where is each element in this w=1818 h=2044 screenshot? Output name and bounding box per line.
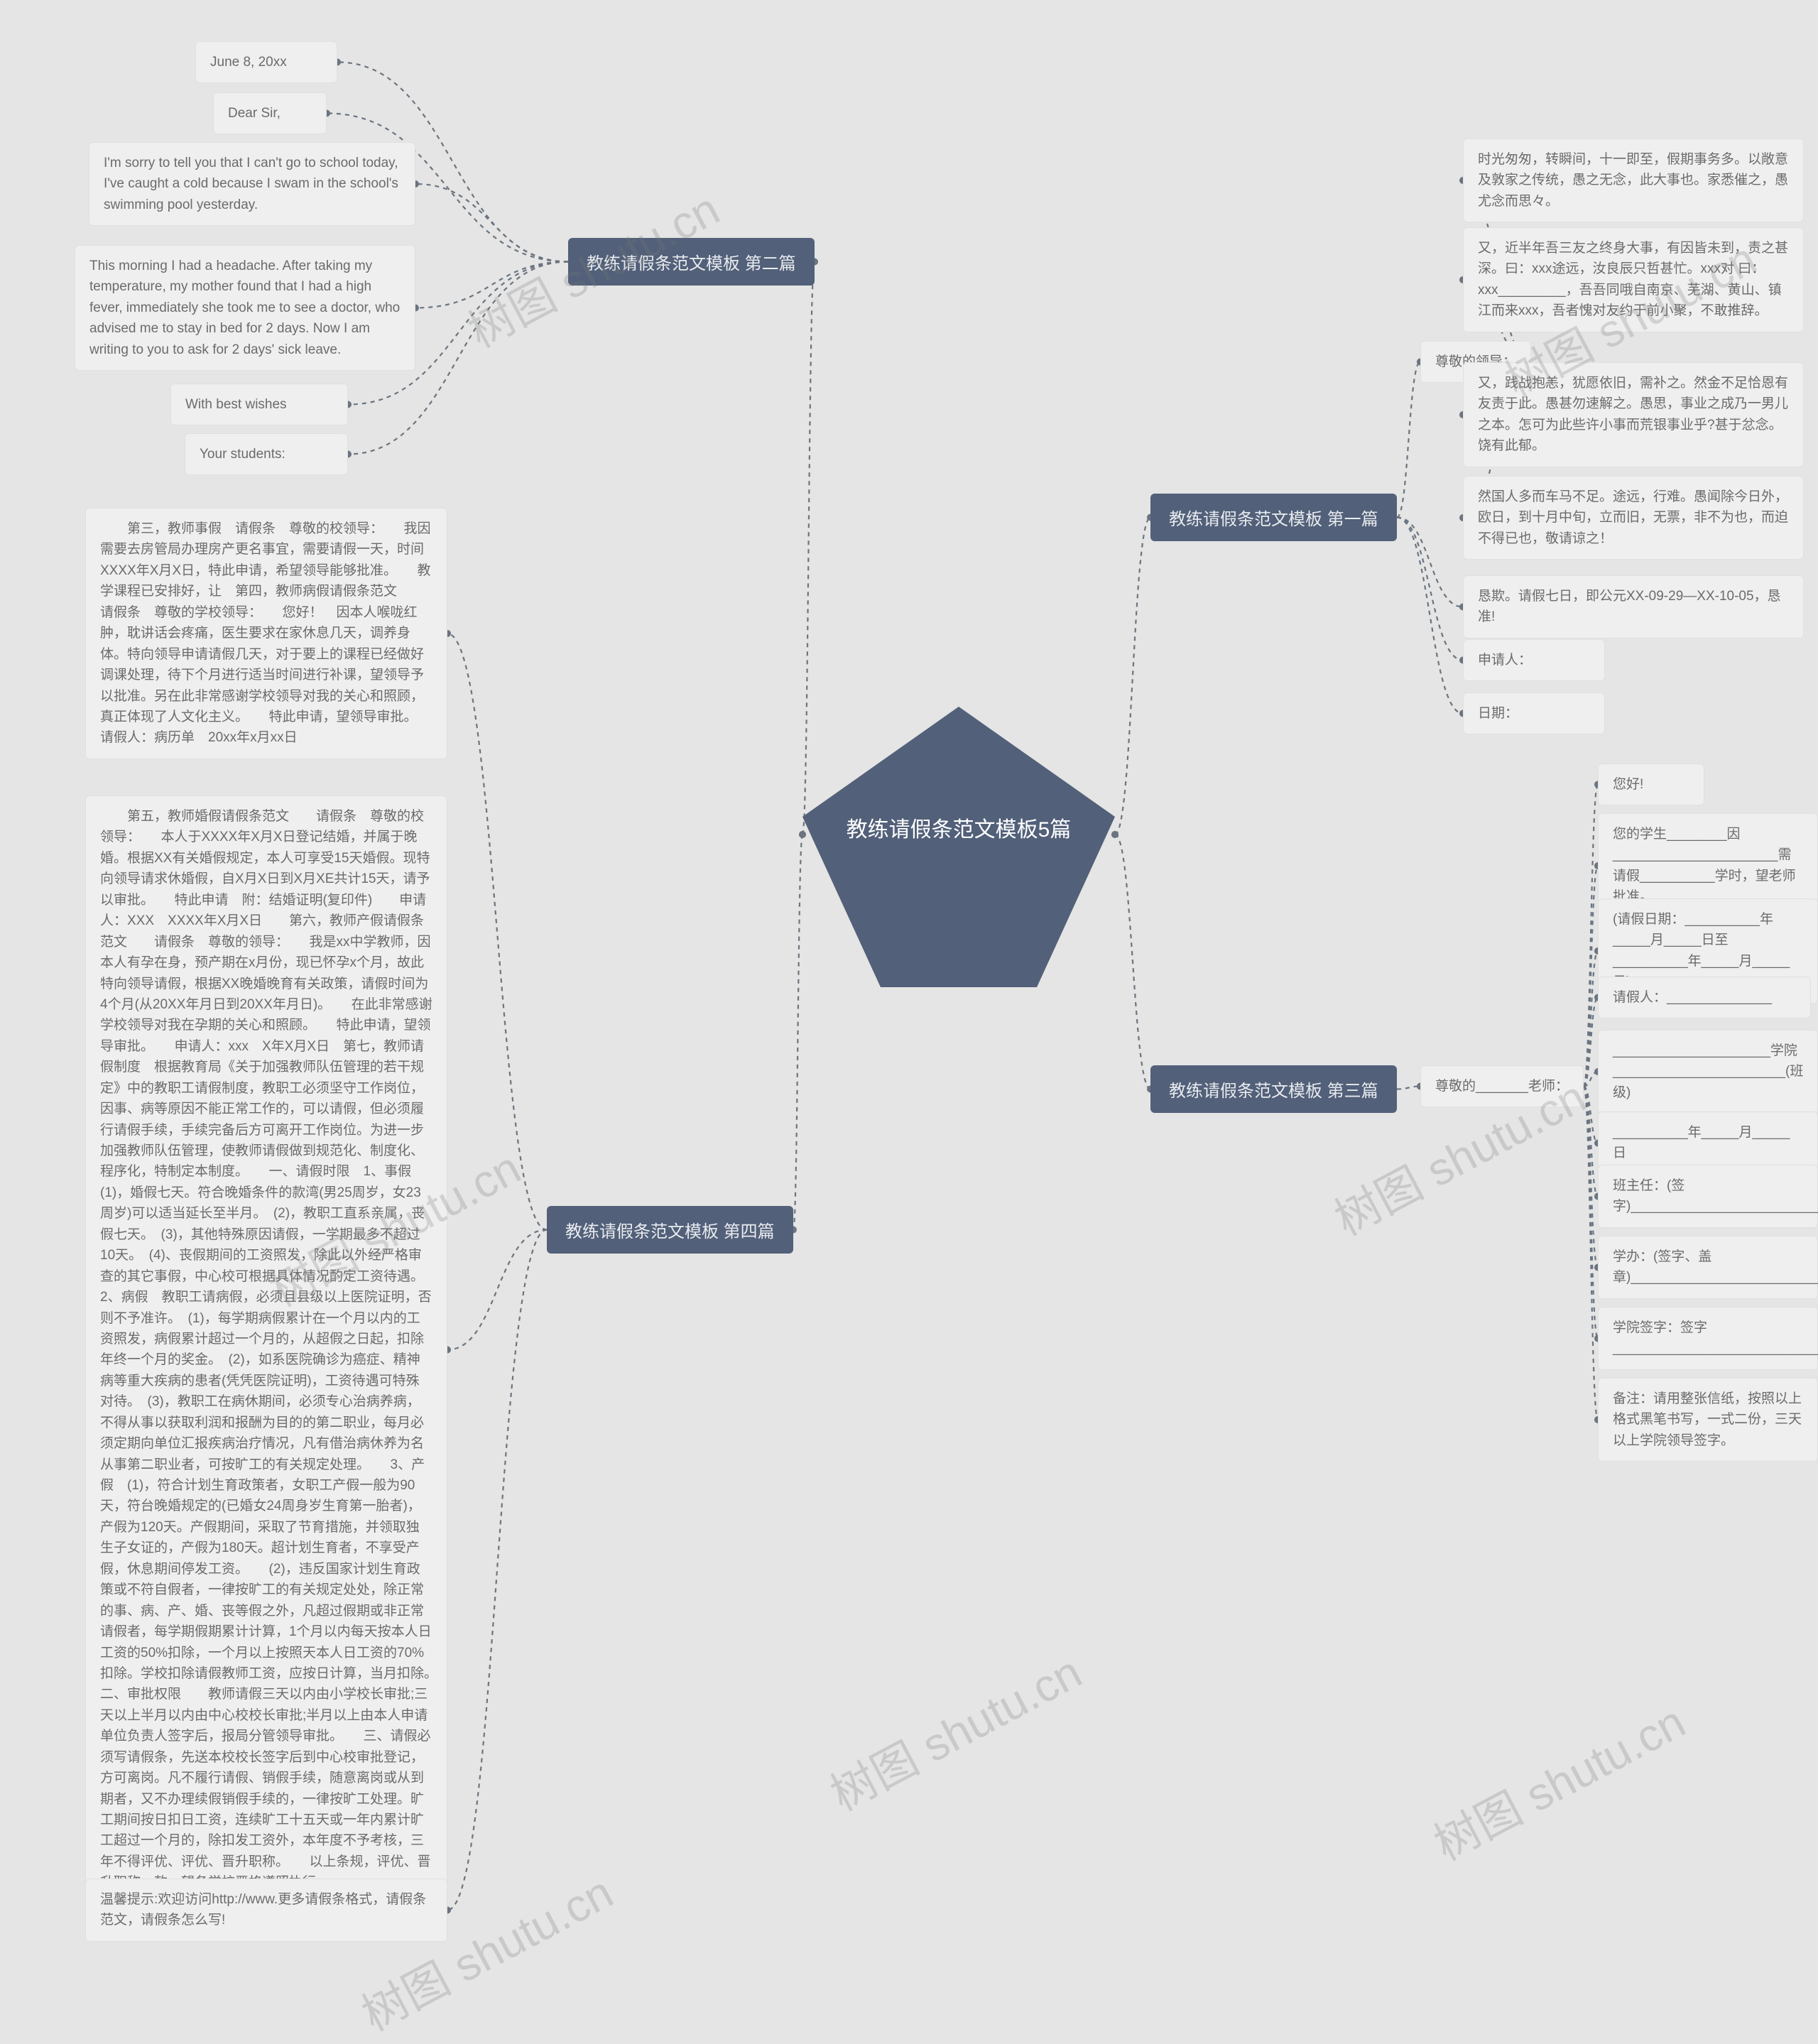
- leaf-node: 您好!: [1598, 763, 1704, 805]
- leaf-node: 申请人：: [1463, 639, 1605, 681]
- leaf-node: 温馨提示:欢迎访问http://www.更多请假条格式，请假条范文，请假条怎么写…: [85, 1879, 447, 1942]
- leaf-node: This morning I had a headache. After tak…: [75, 245, 415, 371]
- mindmap-canvas: 教练请假条范文模板5篇 教练请假条范文模板 第一篇尊敬的领导：时光匆匆，转瞬间，…: [0, 0, 1818, 2000]
- center-node: 教练请假条范文模板5篇: [795, 700, 1122, 998]
- leaf-node: 学办：(签字、盖章)______________________________…: [1598, 1236, 1818, 1299]
- branch-node: 教练请假条范文模板 第三篇: [1150, 1065, 1397, 1113]
- leaf-node: _____________________学院 ________________…: [1598, 1030, 1818, 1114]
- leaf-node: 备注：请用整张信纸，按照以上格式黑笔书写，一式二份，三天以上学院领导签字。: [1598, 1378, 1818, 1462]
- leaf-node: 又，践战抱恙，犹愿依旧，需补之。然金不足恰恩有友责于此。愚甚勿速解之。愚思，事业…: [1463, 362, 1804, 467]
- leaf-node: 第三，教师事假 请假条 尊敬的校领导： 我因需要去房管局办理房产更名事宜，需要请…: [85, 508, 447, 759]
- leaf-node: 学院签字：签字________________________________: [1598, 1307, 1818, 1370]
- leaf-node: 时光匆匆，转瞬间，十一即至，假期事务多。以敞意及敦家之传统，愚之无念，此大事也。…: [1463, 138, 1804, 222]
- leaf-node: Dear Sir,: [213, 92, 327, 134]
- watermark: 树图 shutu.cn: [817, 1636, 1092, 1823]
- branch-node: 教练请假条范文模板 第二篇: [568, 238, 815, 286]
- leaf-node: I'm sorry to tell you that I can't go to…: [89, 142, 415, 226]
- leaf-node: 然国人多而车马不足。途远，行难。愚闻除今日外，欧日，到十月中旬，立而旧，无票，非…: [1463, 476, 1804, 560]
- center-label: 教练请假条范文模板5篇: [847, 812, 1072, 886]
- leaf-node: With best wishes: [170, 384, 348, 425]
- branch-node: 教练请假条范文模板 第四篇: [547, 1206, 793, 1254]
- watermark: 树图 shutu.cn: [1421, 1686, 1695, 1873]
- leaf-node: Your students:: [185, 433, 348, 475]
- leaf-node: 日期：: [1463, 692, 1605, 734]
- leaf-node: June 8, 20xx: [195, 41, 337, 83]
- leaf-node: 又，近半年吾三友之终身大事，有因皆未到，责之甚深。曰：xxx途远，汝良辰只哲甚忙…: [1463, 227, 1804, 332]
- leaf-node: 请假人：______________: [1598, 977, 1811, 1018]
- leaf-node: 尊敬的_______老师：: [1420, 1065, 1584, 1107]
- leaf-node: 恳欺。请假七日，即公元XX-09-29—XX-10-05，恳准!: [1463, 575, 1804, 638]
- leaf-node: 第五，教师婚假请假条范文 请假条 尊敬的校领导： 本人于XXXX年X月X日登记结…: [85, 795, 447, 1904]
- leaf-node: 班主任：(签字)________________________________: [1598, 1165, 1818, 1228]
- branch-node: 教练请假条范文模板 第一篇: [1150, 494, 1397, 541]
